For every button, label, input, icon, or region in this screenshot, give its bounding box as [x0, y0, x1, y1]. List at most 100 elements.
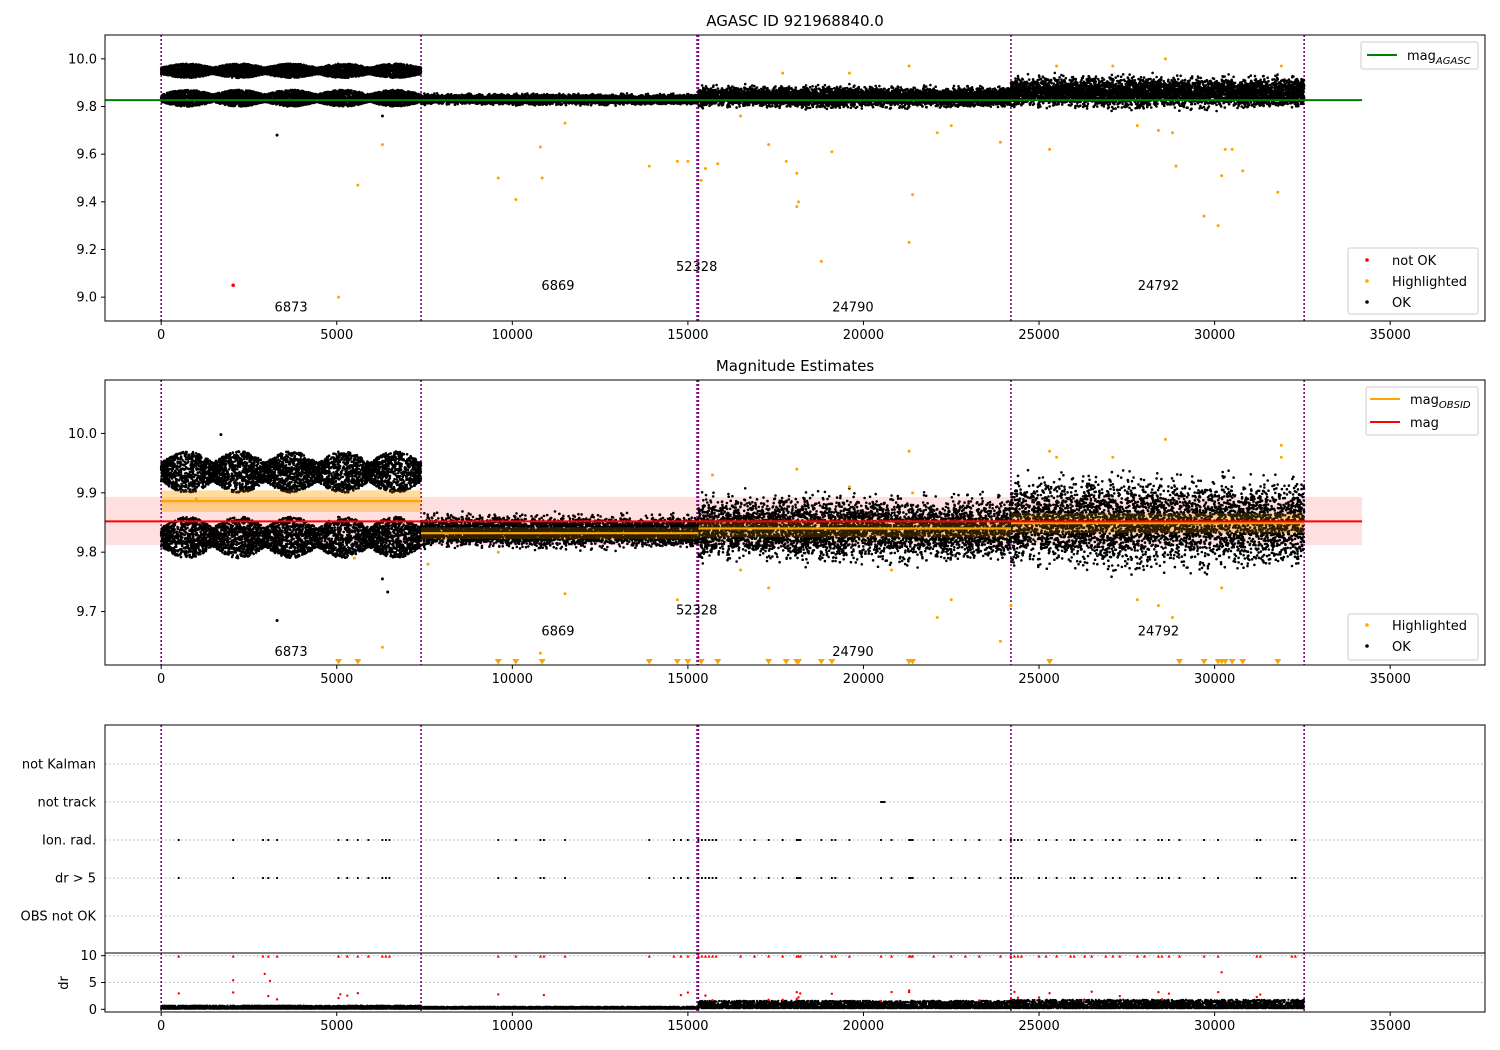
flag-mark: [356, 877, 359, 879]
obsid-label: 52328: [676, 260, 717, 275]
flag-mark: [1111, 839, 1114, 841]
dr-flag-marker: [345, 954, 349, 958]
flag-mark: [1013, 839, 1016, 841]
flag-mark: [543, 839, 545, 841]
flag-mark: [1017, 839, 1019, 841]
obsid-label: 6873: [275, 300, 308, 315]
ok-point: [219, 433, 223, 437]
highlighted-point: [935, 616, 939, 619]
x-tick-label: 35000: [1370, 1019, 1411, 1034]
dr-flag-marker: [384, 954, 388, 958]
flag-mark: [1090, 877, 1093, 879]
x-tick-label: 25000: [1018, 1019, 1059, 1034]
obsid-label: 6869: [541, 624, 574, 639]
dr-flag-marker: [1255, 954, 1259, 958]
dr-flag-marker: [830, 954, 834, 958]
highlighted-clipped-marker: [684, 659, 692, 665]
dr-red-point: [1255, 995, 1258, 999]
highlighted-point: [686, 159, 690, 163]
flag-mark: [1178, 877, 1181, 879]
flag-mark: [908, 839, 911, 841]
dr-flag-marker: [366, 954, 370, 958]
flag-mark: [697, 839, 700, 841]
highlighted-point: [911, 491, 915, 495]
highlighted-point: [911, 193, 915, 197]
highlighted-point: [1279, 443, 1283, 447]
y-tick-label: 10.0: [68, 52, 97, 67]
dr-red-point: [268, 979, 272, 983]
flag-mark: [704, 877, 707, 879]
highlighted-point: [1223, 147, 1227, 151]
flag-mark: [1104, 839, 1107, 841]
dr-flag-marker: [1293, 954, 1297, 958]
highlighted-point: [949, 598, 953, 602]
legend-label: not OK: [1392, 254, 1437, 269]
flag-mark: [964, 877, 967, 879]
highlighted-point: [1241, 169, 1245, 173]
dr-flag-marker: [710, 954, 715, 958]
dr-flag-marker: [703, 954, 708, 958]
dr-flag-marker: [714, 954, 718, 958]
dr-flag-marker: [977, 954, 981, 958]
ok-points: [159, 449, 423, 494]
flag-category-label: dr > 5: [55, 872, 96, 887]
highlighted-point: [784, 159, 788, 163]
dr-flag-marker: [1118, 954, 1122, 958]
flag-mark: [648, 877, 651, 879]
flag-mark: [1010, 839, 1012, 841]
dr-red-point: [267, 994, 270, 998]
dr-red-point: [1013, 990, 1016, 994]
highlighted-clipped-marker: [1239, 659, 1247, 665]
highlighted-point: [1216, 224, 1220, 228]
flag-mark: [262, 839, 264, 841]
flag-mark: [1143, 839, 1146, 841]
highlighted-point: [352, 556, 356, 560]
highlighted-point: [538, 145, 542, 149]
dr-red-point: [797, 996, 800, 999]
y-tick-label: 10: [80, 949, 97, 964]
flag-mark: [704, 839, 707, 841]
y-tick-label: 9.2: [76, 243, 97, 258]
highlighted-point: [647, 164, 651, 168]
flag-mark: [539, 877, 542, 879]
ok-point: [275, 133, 279, 137]
highlighted-point: [795, 205, 799, 209]
dr-flag-marker: [1156, 954, 1161, 958]
y-tick-label: 9.9: [76, 486, 97, 501]
highlighted-point: [781, 71, 785, 75]
highlighted-point: [1220, 586, 1224, 590]
highlighted-clipped-marker: [538, 659, 546, 665]
dr-flag-marker: [1090, 954, 1094, 958]
highlighted-clipped-marker: [697, 659, 705, 665]
highlighted-clipped-marker: [1046, 659, 1054, 665]
flag-mark: [1290, 839, 1293, 841]
highlighted-point: [1135, 598, 1139, 602]
flag-mark: [1161, 877, 1163, 879]
highlighted-clipped-marker: [714, 659, 722, 665]
dr-flag-marker: [563, 954, 567, 958]
dr-red-point: [1037, 996, 1041, 999]
dr-flag-marker: [1216, 954, 1220, 958]
dr-flag-marker: [1202, 954, 1206, 958]
highlighted-clipped-marker: [795, 659, 803, 665]
dr-flag-marker: [1104, 954, 1108, 958]
dr-red-point: [497, 993, 500, 996]
flag-mark: [267, 877, 270, 879]
panel3-plot-area: [105, 725, 1485, 953]
dr-flag-marker: [963, 954, 967, 958]
highlighted-clipped-marker: [1228, 659, 1236, 665]
obsid-label: 52328: [676, 604, 717, 619]
y-tick-label: 9.4: [76, 195, 97, 210]
panel4-plot-area: [105, 953, 1485, 1012]
x-tick-label: 30000: [1194, 1019, 1235, 1034]
highlighted-point: [1163, 437, 1167, 441]
highlighted-point: [380, 645, 384, 649]
highlighted-point: [540, 176, 544, 180]
dr-flag-marker: [753, 954, 757, 958]
panel1-title: AGASC ID 921968840.0: [706, 12, 884, 30]
legend-label: Highlighted: [1392, 619, 1467, 634]
flag-mark: [911, 839, 914, 841]
ok-point: [380, 114, 384, 118]
highlighted-point: [1048, 147, 1052, 151]
flag-mark: [890, 877, 893, 879]
